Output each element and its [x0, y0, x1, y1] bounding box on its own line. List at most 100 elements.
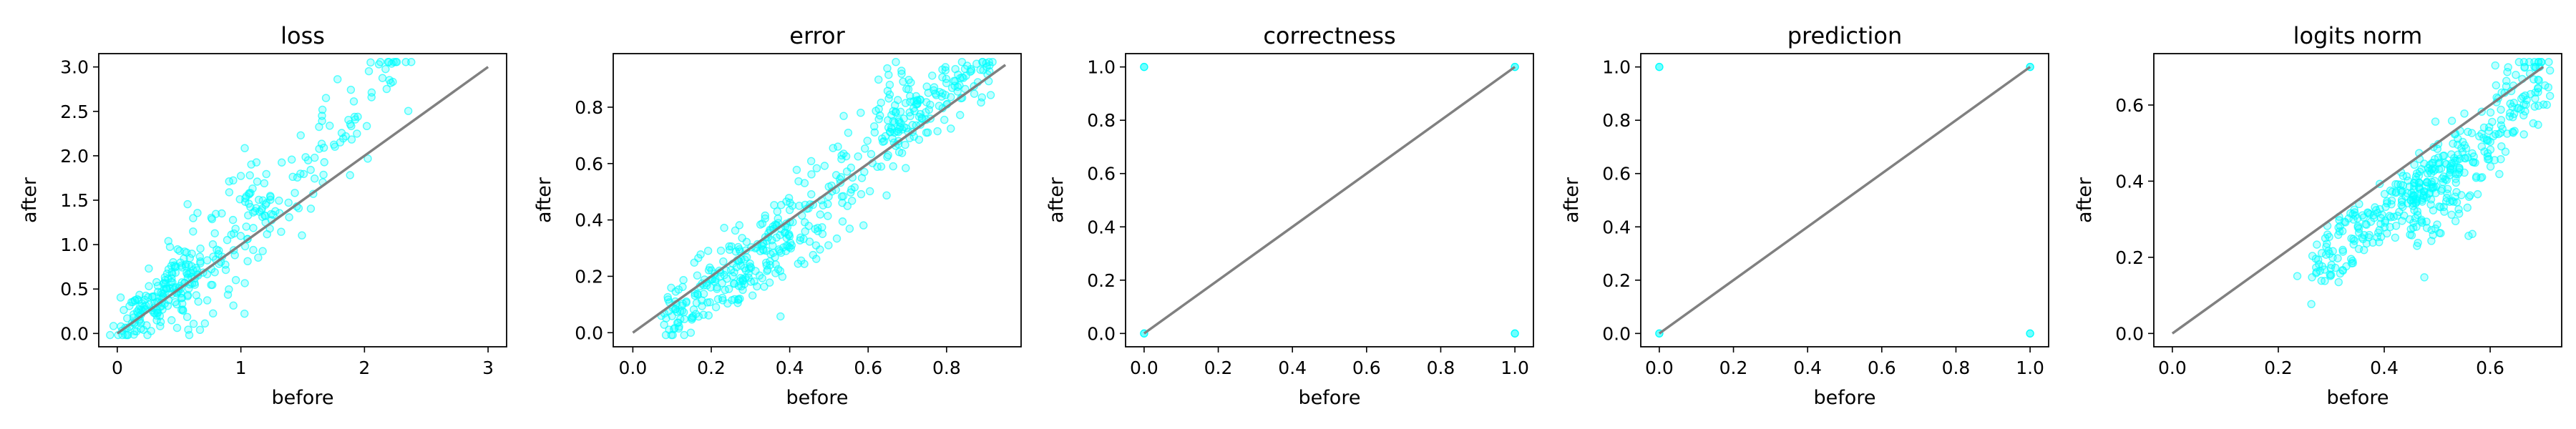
data-point — [894, 148, 904, 157]
y-tick-label: 0.2 — [2115, 247, 2144, 268]
data-point — [2490, 156, 2499, 164]
data-point — [303, 156, 313, 164]
data-point — [2529, 75, 2538, 84]
data-point — [318, 105, 327, 114]
data-point — [2447, 117, 2457, 125]
y-tick-label: 0.6 — [575, 154, 603, 174]
data-point — [908, 121, 917, 129]
x-tick-label: 0.4 — [776, 358, 804, 378]
data-point — [2354, 225, 2363, 233]
y-axis-label: after — [1561, 177, 1583, 223]
data-point — [231, 225, 240, 233]
data-point — [321, 94, 331, 102]
data-point — [189, 214, 197, 222]
data-point — [698, 296, 706, 305]
x-tick-label: 3 — [482, 358, 494, 378]
data-point — [260, 179, 269, 187]
data-point — [2497, 154, 2505, 164]
data-point — [2495, 169, 2504, 179]
data-point — [284, 198, 293, 207]
data-point — [854, 152, 862, 161]
data-point — [847, 185, 856, 194]
data-point — [2349, 240, 2358, 249]
data-point — [2427, 159, 2436, 167]
data-point — [183, 290, 192, 300]
y-tick-label: 0.0 — [2115, 323, 2144, 344]
y-tick-label: 3.0 — [60, 57, 89, 78]
data-point — [889, 162, 897, 171]
data-point — [2318, 262, 2327, 271]
data-point — [2338, 265, 2347, 275]
data-point — [842, 167, 852, 176]
data-point — [706, 297, 714, 307]
x-tick-label: 0.0 — [1645, 358, 1674, 378]
data-point — [848, 197, 857, 205]
data-point — [845, 225, 854, 233]
data-point — [384, 58, 392, 66]
data-point — [2451, 192, 2459, 201]
data-point — [870, 128, 879, 137]
data-point — [252, 158, 261, 167]
data-point — [291, 189, 299, 197]
data-point — [2473, 189, 2482, 199]
data-point — [2447, 210, 2456, 220]
data-point — [978, 58, 987, 66]
data-point — [832, 234, 841, 243]
data-point — [954, 70, 962, 79]
data-point — [2434, 159, 2443, 168]
data-point — [203, 296, 212, 305]
x-tick-label: 0.2 — [697, 358, 726, 378]
data-point — [907, 78, 915, 87]
data-point — [2393, 211, 2401, 220]
data-point — [2506, 99, 2514, 108]
data-point — [2410, 160, 2419, 169]
data-point — [731, 247, 740, 256]
x-tick-label: 0.8 — [932, 358, 961, 378]
data-point — [812, 164, 821, 173]
y-tick-label: 1.0 — [60, 235, 89, 255]
data-point — [2458, 147, 2467, 157]
x-tick-label: 0.6 — [1352, 358, 1381, 378]
data-point — [2512, 71, 2520, 79]
diagonal-line — [632, 64, 1007, 334]
data-point — [2354, 245, 2363, 253]
data-point — [189, 227, 197, 236]
data-point — [2439, 172, 2448, 181]
data-point — [2468, 230, 2477, 238]
data-point — [784, 194, 794, 202]
data-point — [882, 191, 891, 199]
data-point — [2335, 227, 2344, 236]
data-point — [240, 279, 249, 287]
data-point — [950, 77, 958, 85]
x-axis-label: before — [1814, 387, 1876, 409]
data-point — [2479, 123, 2489, 132]
data-point — [800, 218, 809, 227]
data-point — [266, 192, 275, 202]
data-point — [857, 109, 865, 117]
data-point — [2435, 202, 2444, 211]
subplot-title: loss — [280, 22, 325, 49]
data-point — [255, 195, 263, 204]
x-tick-label: 0 — [112, 358, 123, 378]
data-point — [318, 112, 326, 120]
data-point — [2452, 187, 2461, 197]
data-point — [679, 275, 688, 285]
data-point — [285, 213, 293, 222]
data-point — [892, 108, 900, 117]
data-point — [861, 144, 869, 153]
data-point — [242, 222, 250, 231]
data-point — [2398, 187, 2407, 196]
data-point — [676, 315, 685, 323]
data-point — [877, 98, 885, 107]
data-point — [2308, 252, 2317, 260]
data-point — [746, 262, 754, 271]
data-point — [670, 323, 679, 332]
data-point — [2519, 111, 2528, 120]
data-point — [207, 213, 216, 222]
data-point — [2362, 239, 2371, 248]
data-point — [145, 264, 153, 273]
data-point — [2324, 247, 2333, 255]
data-point — [2334, 277, 2343, 287]
data-point — [229, 301, 238, 310]
data-point — [942, 79, 951, 87]
